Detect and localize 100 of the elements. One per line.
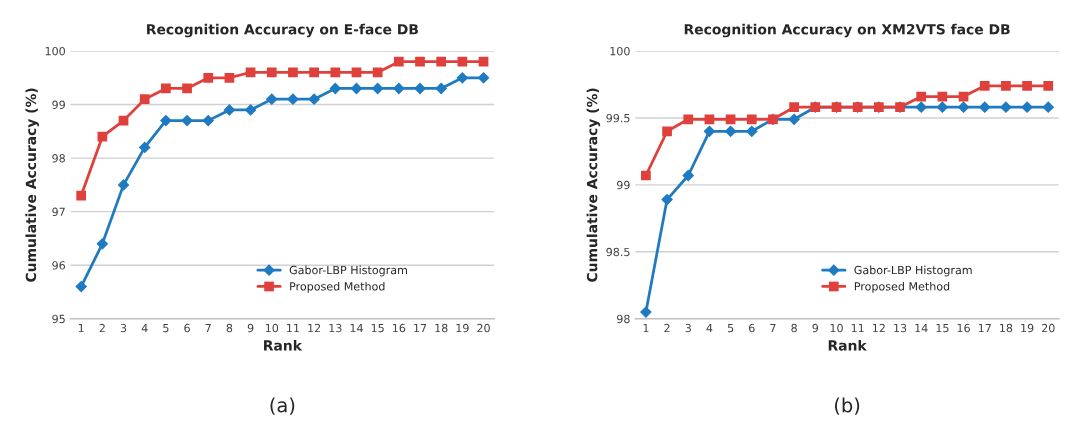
point <box>97 131 108 142</box>
point <box>288 67 298 78</box>
x-tick-label: 8 <box>226 323 233 333</box>
point <box>308 93 321 106</box>
x-tick-label: 16 <box>392 323 406 333</box>
point <box>224 72 235 83</box>
y-tick-label: 98.5 <box>606 247 630 257</box>
y-tick-label: 96 <box>52 261 66 270</box>
x-tick-label: 1 <box>78 323 84 333</box>
point <box>181 114 193 127</box>
x-tick-label: 5 <box>163 323 169 333</box>
point <box>393 56 404 67</box>
point <box>1000 101 1012 114</box>
y-axis-title: Cumulative Accuracy (%) <box>25 88 39 282</box>
point <box>724 125 737 138</box>
x-tick-label: 14 <box>915 323 928 333</box>
point <box>436 56 447 67</box>
point <box>329 82 342 95</box>
text: (b) <box>834 397 860 415</box>
y-tick-label: 99 <box>617 180 630 190</box>
y-tick-label: 98 <box>617 314 630 324</box>
x-tick-label: 4 <box>706 323 713 333</box>
point <box>371 82 384 95</box>
x-tick-label: 16 <box>957 323 970 333</box>
point <box>117 178 130 191</box>
y-tick-label: 97 <box>52 207 65 217</box>
point <box>703 125 716 138</box>
x-axis-title: Rank <box>264 339 303 351</box>
x-tick-label: 20 <box>477 323 490 333</box>
x-tick-label: 6 <box>749 323 755 333</box>
point <box>265 93 278 106</box>
point <box>287 93 299 106</box>
point <box>957 101 970 114</box>
x-tick-label: 20 <box>1042 323 1055 333</box>
point <box>182 83 192 94</box>
y-tick-label: 98 <box>52 154 65 163</box>
y-tick-label: 99 <box>52 100 65 109</box>
x-tick-label: 9 <box>247 323 254 333</box>
point <box>415 56 425 67</box>
point <box>414 82 426 95</box>
x-tick-label: 3 <box>685 323 691 333</box>
point <box>1022 80 1032 91</box>
x-tick-label: 14 <box>350 323 363 333</box>
y-tick-label: 95 <box>52 314 65 324</box>
chart-title: Recognition Accuracy on XM2VTS face DB <box>684 23 1010 38</box>
point <box>202 114 215 127</box>
point <box>704 114 715 125</box>
point <box>457 56 468 67</box>
legend-label: Gabor-LBP Histogram <box>854 265 972 277</box>
point <box>96 237 109 250</box>
point <box>662 126 672 137</box>
point <box>75 280 88 293</box>
legend-label: Proposed Method <box>854 281 950 293</box>
x-tick-label: 12 <box>873 323 885 333</box>
point <box>478 56 489 67</box>
x-tick-label: 11 <box>851 323 864 333</box>
point <box>244 104 257 116</box>
point <box>1043 80 1054 91</box>
x-tick-label: 11 <box>287 323 299 333</box>
point <box>1001 80 1011 91</box>
point <box>456 71 469 84</box>
point <box>161 83 171 94</box>
point <box>936 101 949 114</box>
x-tick-label: 3 <box>120 323 127 333</box>
x-tick-label: 8 <box>791 323 797 333</box>
point <box>477 71 490 84</box>
chart-title: Recognition Accuracy on E-face DB <box>147 23 418 38</box>
point <box>682 169 695 182</box>
point <box>788 113 801 126</box>
point <box>223 104 236 116</box>
x-tick-label: 9 <box>812 323 819 333</box>
y-tick-label: 100 <box>610 46 630 56</box>
x-tick-label: 2 <box>99 323 105 333</box>
x-tick-label: 13 <box>329 323 342 333</box>
x-tick-label: 4 <box>141 323 148 333</box>
point <box>661 193 673 206</box>
x-tick-label: 6 <box>184 323 190 333</box>
x-tick-label: 10 <box>830 323 843 333</box>
point <box>1042 101 1055 114</box>
x-tick-label: 18 <box>1000 323 1013 333</box>
point <box>978 101 991 114</box>
x-tick-label: 12 <box>308 323 321 333</box>
x-tick-label: 19 <box>1021 323 1034 333</box>
x-axis-title: Rank <box>828 339 867 351</box>
y-tick-label: 100 <box>45 46 65 56</box>
text: (a) <box>270 397 295 415</box>
x-tick-label: 13 <box>894 323 907 333</box>
point <box>139 94 150 105</box>
point <box>309 67 319 78</box>
x-tick-label: 7 <box>770 323 776 333</box>
legend-label: Gabor-LBP Histogram <box>289 265 407 277</box>
point <box>76 190 87 201</box>
x-tick-label: 17 <box>978 323 991 333</box>
x-tick-label: 7 <box>205 323 211 333</box>
y-tick-label: 99.5 <box>606 113 630 123</box>
x-tick-label: 18 <box>435 323 448 333</box>
point <box>435 82 448 95</box>
point <box>392 82 405 95</box>
point <box>641 170 651 181</box>
point <box>683 114 694 125</box>
